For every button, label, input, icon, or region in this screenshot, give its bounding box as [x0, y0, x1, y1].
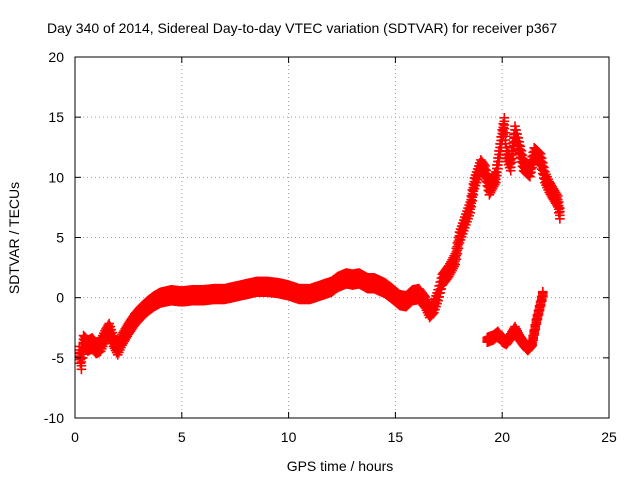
data-point-marker — [551, 189, 562, 199]
x-tick-label: 10 — [281, 429, 297, 445]
data-point-marker — [512, 129, 522, 139]
x-tick-label: 5 — [178, 429, 186, 445]
data-point-marker — [555, 203, 565, 213]
data-point-marker — [554, 197, 564, 207]
data-point-marker — [515, 141, 526, 152]
data-point-marker — [516, 146, 527, 156]
x-tick-label: 20 — [494, 429, 510, 445]
data-point-marker — [536, 153, 547, 164]
y-tick-label: 15 — [48, 109, 64, 125]
y-tick-label: 0 — [56, 290, 64, 306]
axis-ticks: 0 5 10 15 20 25 -10 -5 0 5 10 15 20 — [44, 49, 617, 445]
y-axis-label: SDTVAR / TECUs — [6, 182, 22, 294]
data-point-marker — [539, 162, 549, 173]
data-series — [74, 112, 565, 375]
grid-lines — [75, 57, 609, 418]
x-tick-label: 0 — [71, 429, 79, 445]
series-main-track — [74, 112, 565, 375]
y-tick-label: 5 — [56, 230, 64, 246]
data-point-marker — [510, 121, 520, 131]
data-point-marker — [537, 158, 548, 168]
x-tick-label: 15 — [388, 429, 404, 445]
data-point-marker — [511, 125, 521, 135]
y-tick-label: -10 — [44, 410, 64, 426]
series-secondary-track — [482, 286, 548, 356]
data-point-marker — [482, 170, 493, 180]
data-point-marker — [552, 191, 563, 201]
data-point-marker — [534, 148, 545, 158]
data-point-marker — [517, 150, 528, 161]
data-point-marker — [499, 112, 510, 123]
data-point-marker — [479, 159, 489, 170]
data-point-marker — [537, 286, 548, 297]
y-tick-label: 20 — [48, 49, 64, 65]
y-tick-label: -5 — [52, 350, 65, 366]
plot-area-frame — [74, 56, 610, 419]
data-point-marker — [480, 161, 490, 171]
data-point-marker — [513, 133, 524, 143]
data-point-marker — [500, 128, 511, 138]
x-axis-label: GPS time / hours — [287, 458, 394, 474]
y-tick-label: 10 — [48, 169, 64, 185]
chart-title: Day 340 of 2014, Sidereal Day-to-day VTE… — [47, 20, 557, 36]
data-point-marker — [481, 165, 491, 176]
data-point-marker — [514, 137, 525, 147]
x-tick-label: 25 — [601, 429, 617, 445]
data-point-marker — [535, 149, 546, 159]
